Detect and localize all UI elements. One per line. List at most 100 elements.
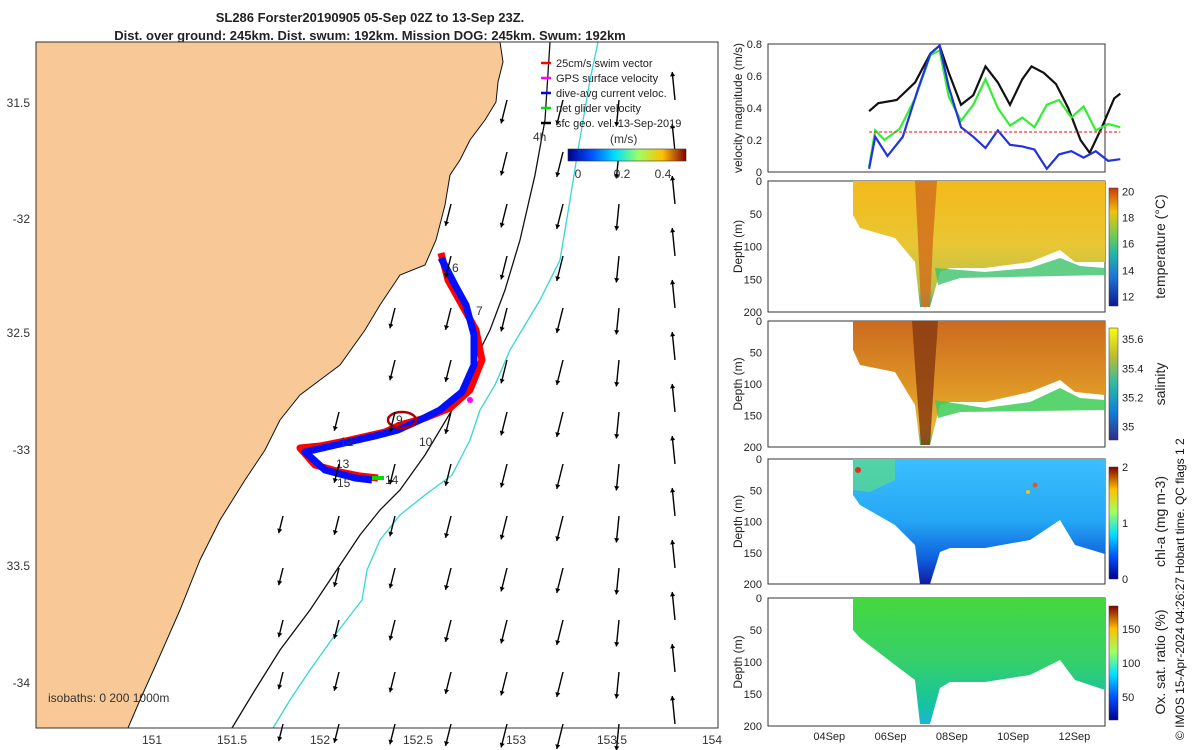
depth-tick: 0	[756, 593, 762, 605]
current-arrowhead	[277, 684, 283, 690]
colorbar-tick: 12	[1122, 292, 1134, 304]
track-label: 7	[476, 304, 483, 318]
depth-tick: 0	[756, 454, 762, 466]
track-label: 9	[396, 413, 403, 427]
map-x-tick: 154	[702, 733, 722, 747]
current-arrowhead	[277, 528, 283, 534]
colorbar-tick: 35	[1122, 422, 1134, 434]
colorbar-tick: 0.2	[614, 167, 631, 181]
current-arrowhead	[444, 585, 450, 590]
current-arrow	[671, 71, 676, 101]
velocity-y-tick: 0.2	[747, 135, 762, 147]
current-arrowhead	[388, 323, 394, 329]
current-arrowhead	[614, 121, 620, 127]
depth-tick: 100	[744, 657, 762, 669]
current-arrowhead	[499, 118, 505, 124]
colorbar-tick: 35.4	[1122, 363, 1143, 375]
current-arrowhead	[670, 280, 676, 285]
current-arrowhead	[388, 479, 394, 485]
current-arrowhead	[670, 176, 676, 181]
current-arrow	[615, 411, 620, 439]
current-arrowhead	[332, 477, 338, 483]
map-y-tick: 31.5	[7, 96, 31, 110]
chlorophyll-panel	[767, 458, 1119, 585]
current-arrowhead	[555, 432, 561, 437]
current-arrowhead	[277, 580, 283, 586]
colorbar-label: chl-a (mg m-3)	[1152, 476, 1168, 567]
map-frame	[35, 41, 719, 729]
colorbar-tick: 18	[1122, 213, 1134, 225]
current-arrowhead	[499, 326, 505, 332]
current-arrowhead	[499, 274, 505, 280]
current-arrowhead	[614, 693, 620, 699]
colorbar-label: temperature (°C)	[1152, 194, 1168, 298]
depth-tick: 150	[744, 411, 762, 423]
date-tick: 10Sep	[997, 731, 1029, 743]
colorbar-tick: 50	[1122, 692, 1134, 704]
current-arrowhead	[670, 644, 676, 649]
depth-tick: 50	[750, 209, 762, 221]
current-arrow	[615, 515, 620, 543]
current-arrowhead	[555, 172, 561, 177]
depth-tick: 100	[744, 379, 762, 391]
current-arrowhead	[444, 377, 450, 382]
depth-tick: 0	[756, 316, 762, 328]
track-label: 10	[419, 435, 433, 449]
depth-tick: 150	[744, 689, 762, 701]
colorbar-label: Ox. sat. ratio (%)	[1152, 609, 1168, 714]
date-tick: 06Sep	[875, 731, 907, 743]
date-tick: 12Sep	[1058, 731, 1090, 743]
current-arrowhead	[555, 380, 561, 385]
current-arrowhead	[332, 633, 338, 639]
depth-axis-label: Depth (m)	[731, 357, 745, 410]
current-arrowhead	[614, 485, 620, 491]
current-arrowhead	[670, 228, 676, 233]
current-arrowhead	[388, 427, 394, 433]
current-arrowhead	[670, 540, 676, 545]
map-y-tick: -33	[13, 443, 31, 457]
map-y-tick: -32	[13, 212, 31, 226]
track-day-labels: 4h 6 7 9 10 12 13 14 15	[336, 130, 546, 490]
current-arrow	[671, 331, 676, 361]
current-arrowhead	[499, 638, 505, 644]
current-arrow	[615, 567, 620, 595]
current-arrowhead	[444, 637, 450, 642]
map-longitude-ticks: 151 151.5 152 152.5 153 153.5 154	[142, 733, 722, 747]
velocity-panel: 0 0.2 0.4 0.6 0.8 velocity magnitude (m/s)	[731, 39, 1121, 179]
current-arrowhead	[670, 696, 676, 701]
velocity-series	[868, 43, 1121, 171]
velocity-series-line	[868, 48, 1121, 168]
current-arrowhead	[499, 534, 505, 540]
colorbar-tick: 20	[1122, 187, 1134, 199]
current-arrow	[671, 591, 676, 621]
legend-entry: 25cm/s swim vector	[556, 58, 653, 70]
current-arrow	[615, 99, 620, 127]
velocity-y-ticks: 0 0.2 0.4 0.6 0.8	[747, 39, 762, 179]
isobaths-label: isobaths: 0 200 1000m	[48, 691, 169, 705]
current-arrowhead	[444, 689, 450, 694]
current-arrowhead	[555, 692, 561, 697]
colorbar-tick: 35.6	[1122, 334, 1143, 346]
current-arrowhead	[388, 635, 394, 641]
speed-colorbar	[567, 148, 687, 162]
depth-tick: 100	[744, 517, 762, 529]
colorbar-tick: 14	[1122, 266, 1134, 278]
current-arrowhead	[614, 589, 620, 595]
current-arrowhead	[555, 224, 561, 229]
track-label: 6	[452, 261, 459, 275]
current-arrowhead	[614, 329, 620, 335]
surface-velocity-arrows	[277, 71, 676, 750]
current-arrowhead	[499, 170, 505, 176]
current-arrow	[615, 619, 620, 647]
current-arrow	[615, 255, 620, 283]
current-arrowhead	[332, 581, 338, 587]
velocity-y-tick: 0.6	[747, 71, 762, 83]
figure-title-line-2: Dist. over ground: 245km. Dist. swum: 19…	[114, 28, 626, 43]
colorbar-tick: 16	[1122, 238, 1134, 250]
map-legend: 25cm/s swim vector GPS surface velocity di…	[541, 58, 681, 130]
current-arrow	[615, 463, 620, 491]
current-arrowhead	[555, 588, 561, 593]
legend-entry: sfc geo. vel. 13-Sep-2019	[556, 118, 681, 130]
current-arrow	[671, 435, 676, 465]
